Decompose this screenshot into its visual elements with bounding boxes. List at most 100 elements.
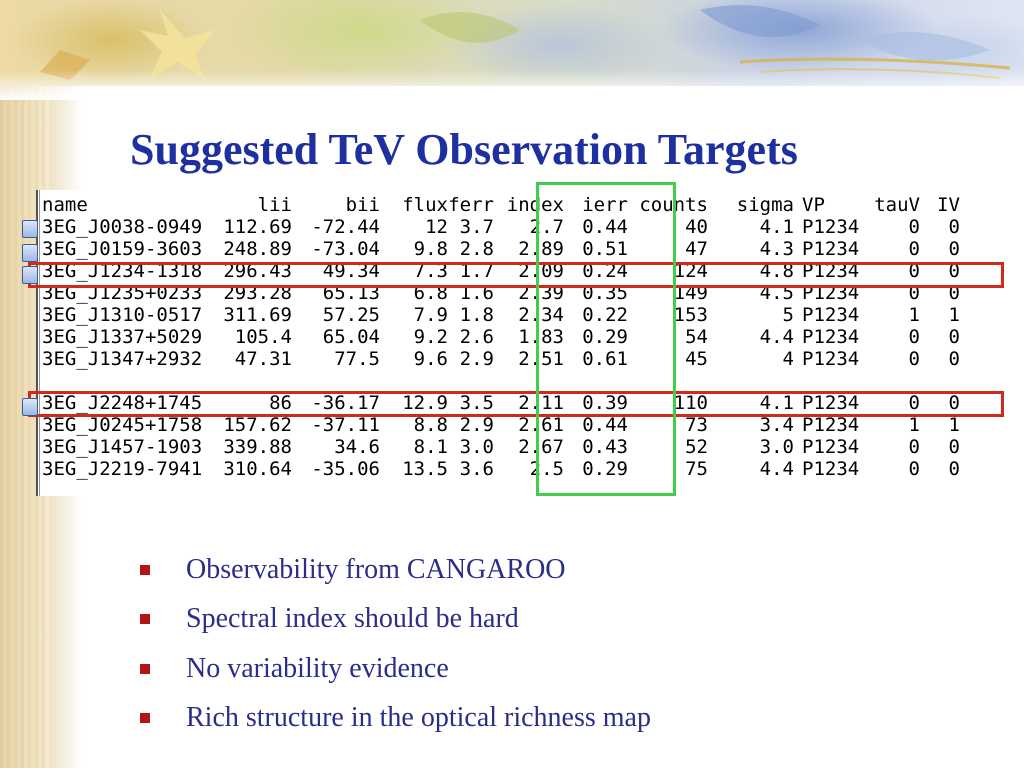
table-row: 3EG_J0159-3603 248.89 -73.04 9.8 2.8 2.89 0.51… [42, 238, 960, 260]
cell-ierr: 0.51 [582, 238, 628, 260]
cell-index: 2.67 [518, 436, 564, 458]
cell-iv: 0 [948, 238, 960, 260]
header-index: index [506, 194, 564, 216]
cell-vp: P1234 [802, 304, 860, 326]
cell-counts: 75 [685, 458, 708, 480]
header-fade [0, 70, 1024, 100]
cell-lii: 112.69 [223, 216, 292, 238]
header-lii: lii [257, 194, 292, 216]
slide-title: Suggested TeV Observation Targets [130, 125, 798, 174]
cell-flux: 13.5 [402, 458, 448, 480]
cell-lii: 157.62 [223, 414, 292, 436]
cell-vp: P1234 [802, 326, 860, 348]
cell-counts: 153 [673, 304, 708, 326]
cell-vp: P1234 [802, 392, 860, 414]
cell-ferr: 2.8 [459, 238, 494, 260]
cell-name: 3EG_J1337+5029 [42, 326, 203, 348]
cell-counts: 45 [685, 348, 708, 370]
cell-vp: P1234 [802, 348, 860, 370]
header-ferr: ferr [448, 194, 494, 216]
cell-flux: 8.8 [413, 414, 448, 436]
bullet-item: Spectral index should be hard [140, 595, 651, 645]
cell-name: 3EG_J1347+2932 [42, 348, 203, 370]
cell-ferr: 2.9 [459, 414, 494, 436]
cell-tauv: 0 [908, 326, 920, 348]
cell-name: 3EG_J0245+1758 [42, 414, 203, 436]
cell-lii: 310.64 [223, 458, 292, 480]
cell-index: 2.51 [518, 348, 564, 370]
cell-name: 3EG_J1310-0517 [42, 304, 203, 326]
table-header-row: name lii bii flux ferr index ierr counts… [42, 194, 960, 216]
paperclip-icon [22, 244, 38, 262]
cell-counts: 124 [673, 260, 708, 282]
table-body: 3EG_J0038-0949 112.69 -72.44 12 3.7 2.7 0.44 40… [42, 216, 960, 480]
header-name: name [42, 194, 88, 216]
cell-ierr: 0.44 [582, 414, 628, 436]
cell-lii: 248.89 [223, 238, 292, 260]
cell-tauv: 0 [908, 392, 920, 414]
cell-sigma: 4.1 [759, 392, 794, 414]
paperclip-icon [22, 220, 38, 238]
cell-tauv: 0 [908, 458, 920, 480]
cell-tauv: 0 [908, 216, 920, 238]
spacer-cell [42, 370, 960, 392]
cell-flux: 9.8 [413, 238, 448, 260]
cell-vp: P1234 [802, 260, 860, 282]
bullet-text: Observability from CANGAROO [186, 553, 566, 585]
cell-counts: 52 [685, 436, 708, 458]
cell-name: 3EG_J1234-1318 [42, 260, 203, 282]
cell-bii: -35.06 [311, 458, 380, 480]
cell-counts: 40 [685, 216, 708, 238]
table-row: 3EG_J1310-0517 311.69 57.25 7.9 1.8 2.34 0.22 1… [42, 304, 960, 326]
cell-vp: P1234 [802, 238, 860, 260]
cell-flux: 9.2 [413, 326, 448, 348]
targets-table: name lii bii flux ferr index ierr counts… [42, 194, 960, 480]
highlight-index-ierr-columns [536, 182, 676, 496]
cell-vp: P1234 [802, 414, 860, 436]
cell-name: 3EG_J2219-7941 [42, 458, 203, 480]
cell-flux: 9.6 [413, 348, 448, 370]
cell-tauv: 1 [908, 414, 920, 436]
cell-vp: P1234 [802, 216, 860, 238]
cell-bii: 57.25 [322, 304, 380, 326]
cell-bii: -72.44 [311, 216, 380, 238]
cell-bii: 49.34 [322, 260, 380, 282]
cell-iv: 0 [948, 348, 960, 370]
cell-index: 2.61 [518, 414, 564, 436]
cell-tauv: 0 [908, 436, 920, 458]
cell-ferr: 3.7 [459, 216, 494, 238]
cell-bii: -37.11 [311, 414, 380, 436]
paperclip-icon [22, 266, 38, 284]
cell-lii: 86 [269, 392, 292, 414]
cell-flux: 7.3 [413, 260, 448, 282]
cell-iv: 0 [948, 392, 960, 414]
cell-index: 2.89 [518, 238, 564, 260]
cell-tauv: 0 [908, 282, 920, 304]
cell-flux: 12 [425, 216, 448, 238]
cell-counts: 110 [673, 392, 708, 414]
bullet-text: No variability evidence [186, 652, 449, 684]
cell-index: 1.83 [518, 326, 564, 348]
bullet-text: Spectral index should be hard [186, 603, 519, 635]
cell-lii: 105.4 [234, 326, 292, 348]
table-row: 3EG_J1337+5029 105.4 65.04 9.2 2.6 1.83 0.29 54… [42, 326, 960, 348]
bullet-item: Rich structure in the optical richness m… [140, 694, 651, 744]
cell-name: 3EG_J0159-3603 [42, 238, 203, 260]
cell-sigma: 3.4 [759, 414, 794, 436]
table-row: 3EG_J0038-0949 112.69 -72.44 12 3.7 2.7 0.44 40… [42, 216, 960, 238]
cell-ierr: 0.29 [582, 458, 628, 480]
cell-counts: 47 [685, 238, 708, 260]
cell-bii: 65.04 [322, 326, 380, 348]
cell-iv: 1 [948, 414, 960, 436]
cell-ferr: 2.6 [459, 326, 494, 348]
cell-flux: 7.9 [413, 304, 448, 326]
bullet-list: Observability from CANGAROO Spectral ind… [140, 545, 651, 743]
square-bullet-icon [140, 564, 150, 575]
cell-tauv: 0 [908, 348, 920, 370]
square-bullet-icon [140, 614, 150, 625]
cell-lii: 339.88 [223, 436, 292, 458]
cell-iv: 0 [948, 326, 960, 348]
cell-sigma: 4.1 [759, 216, 794, 238]
cell-counts: 54 [685, 326, 708, 348]
cell-bii: 77.5 [334, 348, 380, 370]
